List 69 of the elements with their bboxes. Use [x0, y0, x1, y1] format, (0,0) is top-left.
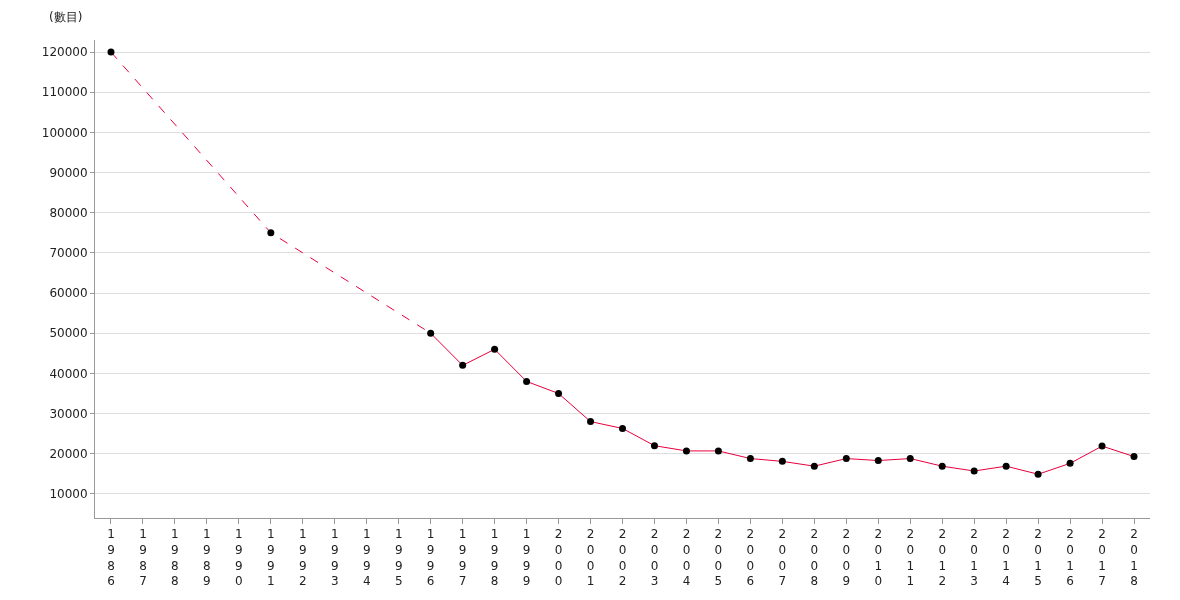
x-tick-label: 1991	[267, 527, 275, 589]
y-tick-label: 120000	[41, 45, 88, 60]
x-tick-label: 2012	[938, 527, 947, 589]
x-tick-label: 2005	[714, 527, 723, 589]
point	[459, 361, 467, 369]
point	[714, 447, 722, 455]
x-tick-label: 2017	[1098, 527, 1106, 589]
point	[1066, 459, 1074, 467]
y-tick-label: 90000	[49, 165, 88, 180]
point	[778, 457, 786, 465]
point	[1034, 470, 1042, 478]
x-tick-label: 1994	[362, 527, 371, 589]
y-tick-label: 50000	[49, 326, 88, 341]
x-tick-label: 2014	[1002, 527, 1010, 589]
x-tick-label: 1992	[298, 527, 307, 589]
y-axis-title: (數目)	[49, 10, 83, 24]
y-tick-label: 30000	[49, 406, 88, 421]
y-tick-label: 20000	[49, 446, 88, 461]
x-tick-label: 2018	[1130, 527, 1138, 589]
x-tick-label: 2002	[618, 527, 627, 589]
x-tick-label: 1993	[330, 527, 339, 589]
x-tick-label: 2008	[810, 527, 819, 589]
x-tick-label: 1999	[522, 527, 531, 589]
y-tick-label: 40000	[49, 366, 88, 381]
x-tick-label: 2015	[1034, 527, 1042, 589]
point	[682, 447, 690, 455]
x-tick-label: 1989	[203, 527, 211, 589]
x-tick-label: 2006	[746, 527, 755, 589]
y-tick-label: 80000	[49, 205, 88, 220]
x-tick-label: 2000	[554, 527, 563, 589]
point	[1130, 453, 1138, 461]
point	[810, 462, 818, 470]
point	[555, 389, 563, 397]
x-tick-label: 2010	[874, 527, 883, 589]
point	[650, 442, 658, 450]
point	[938, 462, 946, 470]
point	[427, 329, 435, 337]
x-tick-label: 2003	[650, 527, 659, 589]
x-tick-label: 1997	[458, 527, 467, 589]
point	[746, 455, 754, 463]
x-tick-label: 2011	[906, 527, 915, 589]
point	[874, 457, 882, 465]
point	[906, 455, 914, 463]
point	[491, 345, 499, 353]
x-tick-label: 2001	[586, 527, 595, 589]
y-tick-label: 10000	[49, 487, 88, 502]
x-tick-label: 2009	[842, 527, 851, 589]
point	[842, 455, 850, 463]
point	[970, 467, 978, 475]
y-tick-label: 60000	[49, 286, 88, 301]
x-tick-label: 1988	[171, 527, 179, 589]
x-tick-label: 1990	[235, 527, 243, 589]
x-tick-label: 2016	[1066, 527, 1074, 589]
x-tick-label: 2013	[970, 527, 978, 589]
point	[1098, 442, 1106, 450]
x-tick-label: 1998	[490, 527, 499, 589]
x-tick-label: 2007	[778, 527, 787, 589]
x-tick-label: 2004	[682, 527, 691, 589]
x-tick-label: 1996	[426, 527, 435, 589]
x-tick-label: 1995	[394, 527, 403, 589]
x-tick-label: 1987	[139, 527, 147, 589]
y-tick-label: 100000	[41, 125, 88, 140]
point	[1002, 462, 1010, 470]
point	[619, 424, 626, 432]
x-tick-label: 1986	[107, 527, 115, 589]
point	[523, 377, 531, 385]
y-tick-label: 110000	[41, 85, 88, 100]
y-tick-label: 70000	[49, 246, 88, 261]
point	[587, 418, 595, 426]
